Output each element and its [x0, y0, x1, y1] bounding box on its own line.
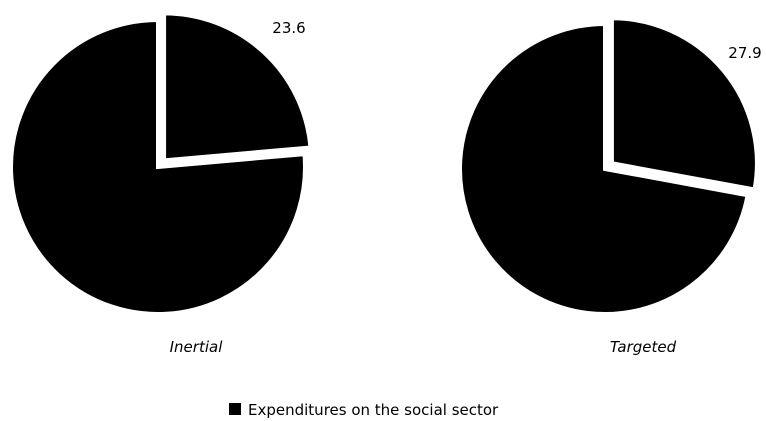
legend-swatch	[229, 403, 241, 415]
pie-caption-inertial: Inertial	[170, 338, 224, 356]
pie-caption-targeted: Targeted	[610, 338, 677, 356]
pie-chart-targeted: 27.9	[458, 16, 762, 316]
pie-slice-other	[9, 17, 307, 316]
legend: Expenditures on the social sector	[229, 401, 499, 419]
pie-slice-other	[458, 21, 750, 316]
slice-value-label: 23.6	[272, 19, 305, 37]
pie-chart-inertial: 23.6	[9, 11, 313, 316]
slice-value-label: 27.9	[728, 44, 761, 62]
legend-label: Expenditures on the social sector	[248, 401, 499, 419]
pie-slice-social-sector	[609, 16, 759, 192]
pie-slice-social-sector	[162, 11, 313, 163]
